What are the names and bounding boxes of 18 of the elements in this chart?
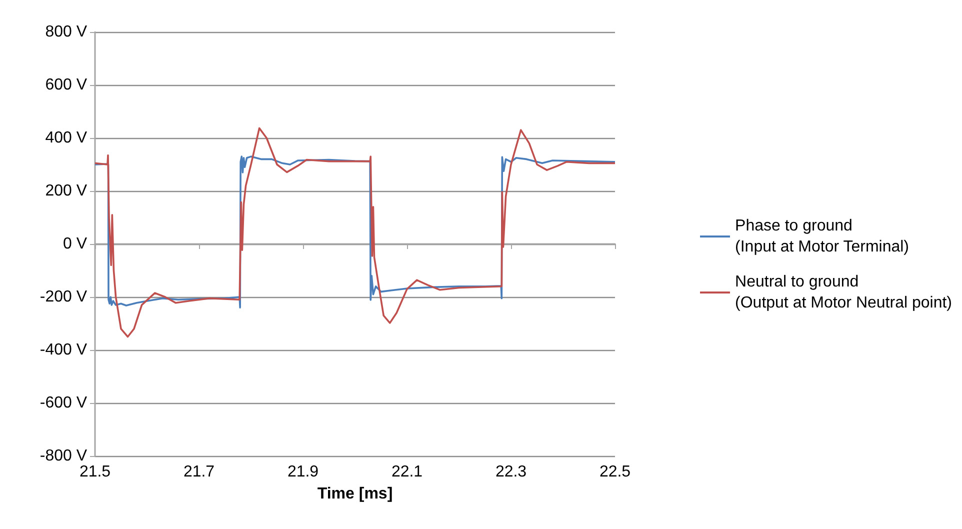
x-tick-label: 21.7 xyxy=(183,464,215,480)
y-tick-label: 200 V xyxy=(45,182,88,200)
x-axis-title: Time [ms] xyxy=(317,486,393,502)
y-tick-label: -800 V xyxy=(40,448,88,464)
x-tick-label: 21.9 xyxy=(287,464,319,480)
y-tick-label: -200 V xyxy=(40,288,88,306)
legend-label: Phase to ground (Input at Motor Terminal) xyxy=(735,218,910,256)
legend-label: Neutral to ground (Output at Motor Neutral point) xyxy=(735,274,952,312)
x-tick-label: 22.5 xyxy=(599,464,631,480)
y-tick-label: -600 V xyxy=(40,394,88,412)
y-tick-label: 600 V xyxy=(45,76,88,94)
x-tick-label: 21.5 xyxy=(79,464,111,480)
y-tick-label: 400 V xyxy=(45,130,88,146)
y-tick-label: -400 V xyxy=(40,342,88,358)
x-tick-label: 22.1 xyxy=(391,464,423,480)
x-tick-label: 22.3 xyxy=(495,464,527,480)
y-tick-label: 800 V xyxy=(45,24,88,40)
y-tick-label: 0 V xyxy=(62,236,88,252)
